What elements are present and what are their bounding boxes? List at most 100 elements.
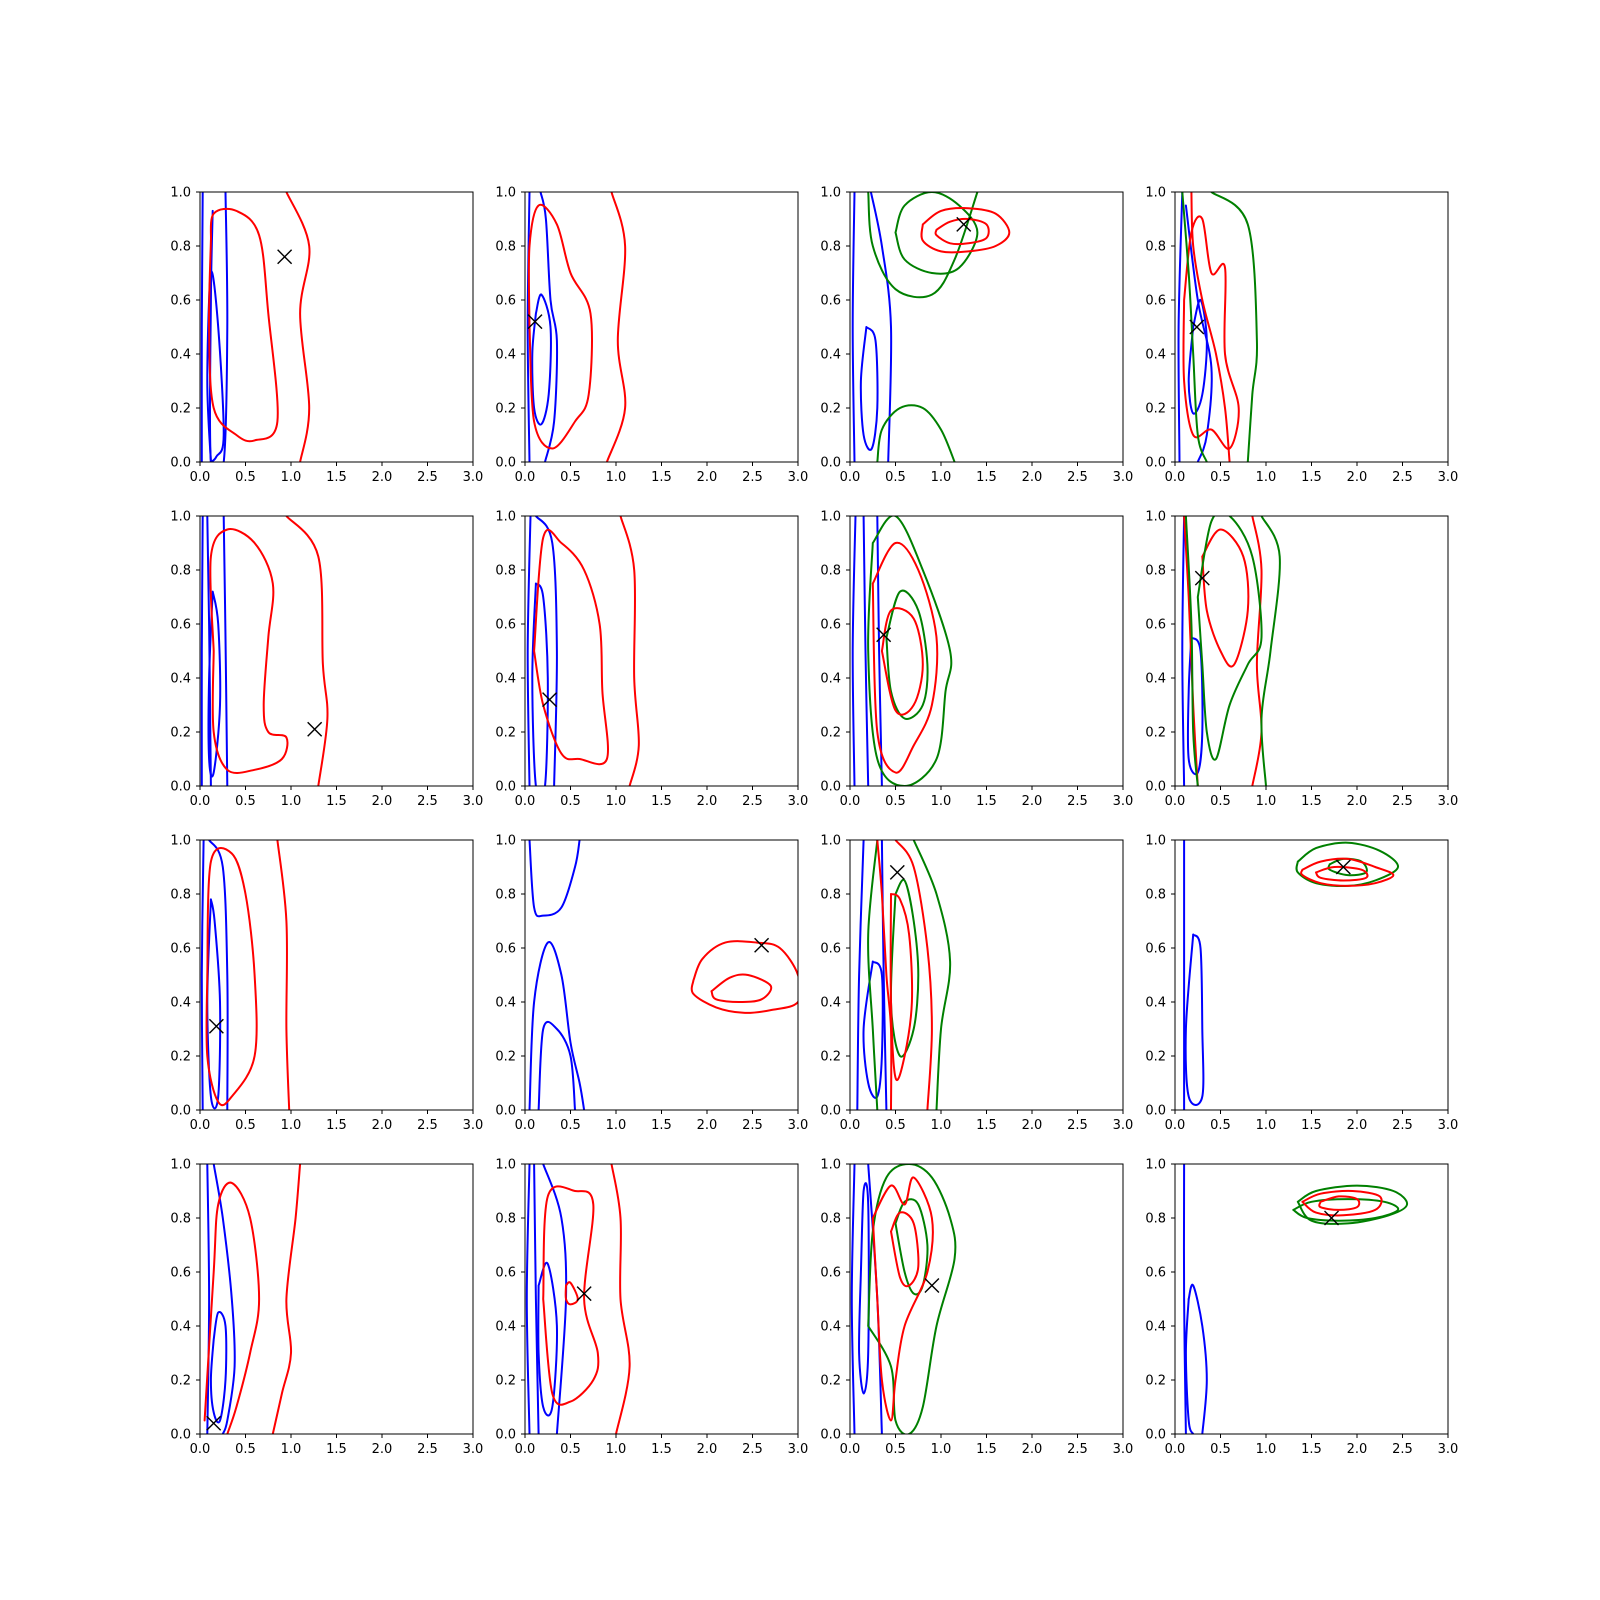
y-tick-label: 0.6 xyxy=(495,294,516,309)
contour-group xyxy=(1182,1164,1409,1434)
x-marker xyxy=(956,216,972,232)
blue-contour-2 xyxy=(869,192,893,462)
red-contour-4 xyxy=(527,203,593,450)
y-tick-label: 0.4 xyxy=(170,348,191,363)
x-tick-label: 3.0 xyxy=(1113,470,1134,485)
y-tick-label: 0.6 xyxy=(820,618,841,633)
x-marker xyxy=(307,721,323,737)
blue-contour-3 xyxy=(537,1020,576,1110)
x-tick-label: 2.0 xyxy=(1022,1442,1043,1457)
y-tick-label: 0.6 xyxy=(820,942,841,957)
blue-contour-1 xyxy=(1181,516,1186,786)
x-tick-label: 1.5 xyxy=(651,1442,672,1457)
x-tick-label: 0.0 xyxy=(1165,1442,1186,1457)
y-tick-label: 0.2 xyxy=(170,402,191,417)
y-tick-label: 0.8 xyxy=(495,888,516,903)
blue-contour-1 xyxy=(206,1164,211,1434)
y-tick-label: 0.0 xyxy=(820,1428,841,1443)
blue-contour-3 xyxy=(859,326,879,451)
y-tick-label: 0.8 xyxy=(495,1212,516,1227)
green-contour-8 xyxy=(1260,516,1281,786)
x-tick-label: 0.0 xyxy=(840,470,861,485)
red-contour-7 xyxy=(880,607,924,716)
y-tick-label: 0.6 xyxy=(1145,618,1166,633)
x-tick-label: 1.5 xyxy=(1301,794,1322,809)
panel-4-1: 0.0 0.5 1.0 1.5 2.0 2.5 3.0 0.0 0.2 0.4 0.6 0.8 1.0 xyxy=(170,1158,483,1458)
y-tick-label: 0.2 xyxy=(495,402,516,417)
red-contour-4 xyxy=(690,940,798,1014)
x-tick-label: 0.5 xyxy=(885,1118,906,1133)
x-tick-label: 2.0 xyxy=(697,1442,718,1457)
red-contour-5 xyxy=(276,840,291,1110)
x-tick-label: 1.5 xyxy=(326,1118,347,1133)
blue-contour-2 xyxy=(208,840,229,1110)
contour-group xyxy=(526,516,640,786)
panel-2-1: 0.0 0.5 1.0 1.5 2.0 2.5 3.0 0.0 0.2 0.4 0.6 0.8 1.0 xyxy=(170,510,483,810)
blue-contour-1 xyxy=(856,840,865,1110)
panel-1-2: 0.0 0.5 1.0 1.5 2.0 2.5 3.0 0.0 0.2 0.4 0.6 0.8 1.0 xyxy=(495,186,808,486)
x-tick-label: 3.0 xyxy=(463,794,484,809)
x-tick-label: 0.0 xyxy=(190,1118,211,1133)
x-tick-label: 1.0 xyxy=(1256,1118,1277,1133)
panel-4-4: 0.0 0.5 1.0 1.5 2.0 2.5 3.0 0.0 0.2 0.4 0.6 0.8 1.0 xyxy=(1145,1158,1458,1458)
y-tick-label: 0.4 xyxy=(820,996,841,1011)
x-tick-label: 2.5 xyxy=(1067,1442,1088,1457)
x-tick-label: 0.5 xyxy=(235,1118,256,1133)
blue-contour-1 xyxy=(200,516,204,786)
x-tick-label: 0.5 xyxy=(560,470,581,485)
axes-frame xyxy=(199,839,474,1111)
y-tick-label: 0.0 xyxy=(495,1428,516,1443)
y-tick-label: 0.8 xyxy=(170,564,191,579)
x-tick-label: 2.5 xyxy=(1067,1118,1088,1133)
red-contour-6 xyxy=(871,541,939,774)
blue-contour-3 xyxy=(537,1261,559,1417)
blue-contour-3 xyxy=(531,293,552,426)
x-tick-label: 0.5 xyxy=(235,794,256,809)
y-tick-label: 0.6 xyxy=(1145,294,1166,309)
x-tick-label: 1.0 xyxy=(931,1442,952,1457)
x-tick-label: 2.0 xyxy=(697,1118,718,1133)
axes-frame xyxy=(849,515,1124,787)
red-contour-5 xyxy=(542,1185,600,1406)
blue-contour-1 xyxy=(526,516,532,786)
x-tick-label: 1.0 xyxy=(606,1442,627,1457)
axes-frame xyxy=(524,191,799,463)
x-marker xyxy=(206,1415,222,1431)
x-tick-label: 3.0 xyxy=(463,1118,484,1133)
x-tick-label: 0.0 xyxy=(190,470,211,485)
y-tick-label: 0.0 xyxy=(1145,456,1166,471)
y-tick-label: 0.6 xyxy=(495,942,516,957)
green-contour-4 xyxy=(1292,1198,1400,1222)
x-marker xyxy=(1324,1210,1340,1226)
y-tick-label: 0.0 xyxy=(170,1104,191,1119)
red-contour-7 xyxy=(920,207,1011,254)
x-marker xyxy=(542,692,558,708)
blue-contour-1 xyxy=(850,1164,856,1434)
y-tick-label: 1.0 xyxy=(495,510,516,525)
y-tick-label: 0.8 xyxy=(170,240,191,255)
y-tick-label: 0.2 xyxy=(1145,1374,1166,1389)
x-tick-label: 1.5 xyxy=(651,794,672,809)
blue-contour-4 xyxy=(542,1164,568,1434)
x-tick-label: 2.0 xyxy=(697,794,718,809)
x-tick-label: 3.0 xyxy=(1438,794,1459,809)
x-tick-label: 2.0 xyxy=(1347,1118,1368,1133)
red-contour-4 xyxy=(203,1181,261,1434)
y-tick-label: 0.0 xyxy=(495,1104,516,1119)
x-tick-label: 1.5 xyxy=(1301,1442,1322,1457)
blue-contour-3 xyxy=(1184,1298,1195,1434)
x-tick-label: 1.5 xyxy=(651,470,672,485)
x-tick-label: 0.5 xyxy=(560,794,581,809)
x-tick-label: 2.0 xyxy=(1347,470,1368,485)
y-tick-label: 0.0 xyxy=(820,1104,841,1119)
red-contour-5 xyxy=(1251,516,1263,786)
panel-3-2: 0.0 0.5 1.0 1.5 2.0 2.5 3.0 0.0 0.2 0.4 0.6 0.8 1.0 xyxy=(495,834,808,1134)
y-tick-label: 0.0 xyxy=(170,1428,191,1443)
green-contour-4 xyxy=(867,840,879,1110)
x-marker xyxy=(1194,570,1210,586)
x-tick-label: 2.5 xyxy=(1392,1118,1413,1133)
x-tick-label: 2.5 xyxy=(742,1118,763,1133)
x-tick-label: 1.0 xyxy=(1256,470,1277,485)
y-tick-label: 1.0 xyxy=(1145,510,1166,525)
